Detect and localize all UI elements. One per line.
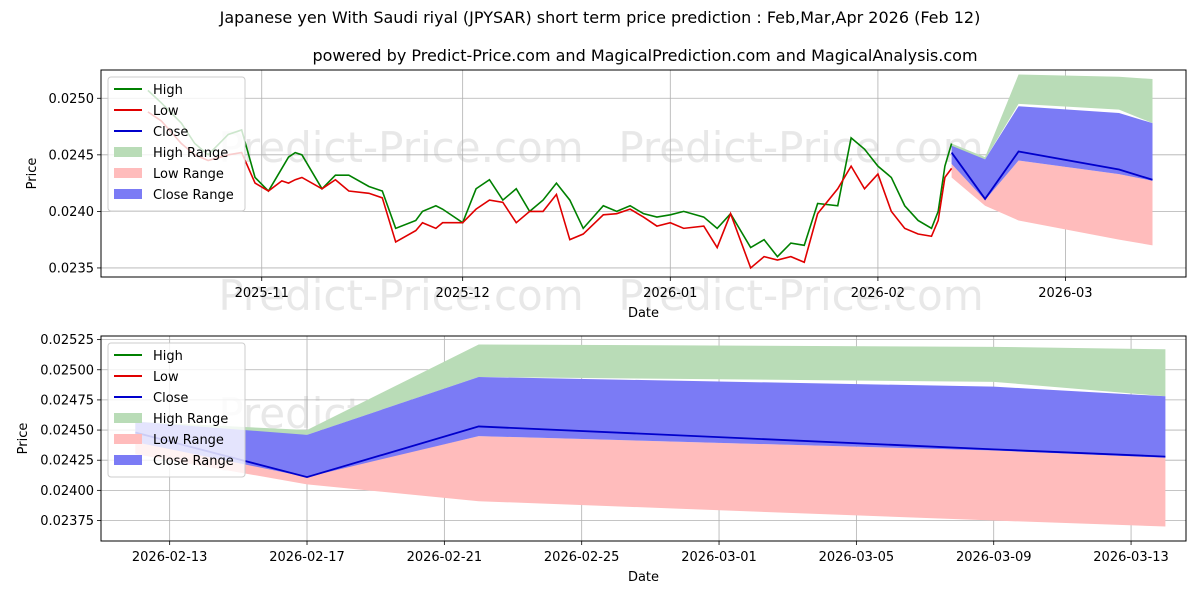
y-tick-label: 0.02425 — [40, 454, 94, 469]
legend-label: Close Range — [153, 188, 234, 203]
legend-box — [107, 342, 246, 478]
legend-label: High Range — [153, 412, 228, 427]
legend-label: High Range — [153, 146, 228, 161]
legend-box — [107, 76, 246, 212]
legend-label: Close Range — [153, 454, 234, 469]
x-tick-label: 2026-02-13 — [132, 550, 208, 565]
legend-swatch — [114, 189, 142, 199]
chart-subtitle: powered by Predict-Price.com and Magical… — [312, 46, 978, 65]
watermark-text: Predict-Price.com — [618, 123, 983, 172]
x-tick-label: 2025-12 — [436, 286, 490, 301]
y-tick-label: 0.0250 — [49, 92, 95, 107]
legend-swatch — [114, 434, 142, 444]
y-axis-label: Price — [16, 423, 31, 455]
y-tick-label: 0.02475 — [40, 393, 94, 408]
low-range-band — [135, 436, 1166, 527]
close-series-line — [950, 150, 1153, 201]
legend-swatch — [114, 455, 142, 465]
legend-label: High — [153, 349, 183, 364]
x-tick-label: 2026-03-01 — [681, 550, 757, 565]
low-range-band — [951, 157, 1153, 246]
x-tick-label: 2026-02-17 — [269, 550, 345, 565]
watermark-text: Predict-Price.com — [618, 271, 983, 320]
chart-title: Japanese yen With Saudi riyal (JPYSAR) s… — [219, 8, 981, 27]
plot-frame — [100, 335, 1187, 542]
legend-label: High — [153, 83, 183, 98]
x-tick-label: 2026-03-05 — [819, 550, 895, 565]
x-tick-label: 2026-02-25 — [544, 550, 620, 565]
legend-swatch — [114, 168, 142, 178]
x-tick-label: 2026-03 — [1038, 286, 1092, 301]
x-tick-label: 2025-11 — [235, 286, 289, 301]
watermark-text: Predict-Price.com — [218, 271, 583, 320]
x-tick-label: 2026-02 — [851, 286, 905, 301]
y-tick-label: 0.0240 — [49, 205, 95, 220]
y-tick-label: 0.02450 — [40, 424, 94, 439]
x-tick-label: 2026-01 — [643, 286, 697, 301]
y-axis-label: Price — [25, 158, 40, 190]
y-tick-label: 0.02375 — [40, 514, 94, 529]
plot-frame — [100, 69, 1187, 278]
low-series-line — [147, 111, 953, 270]
y-tick-label: 0.02500 — [40, 363, 94, 378]
high-range-band — [135, 344, 1166, 437]
y-tick-label: 0.0235 — [49, 261, 95, 276]
legend-label: Close — [153, 391, 188, 406]
x-tick-label: 2026-03-09 — [956, 550, 1032, 565]
y-tick-label: 0.0245 — [49, 148, 95, 163]
plot-panel-2: Predict-Price.comPredict-Price.comPredic… — [16, 333, 1187, 585]
legend-swatch — [114, 147, 142, 157]
legend-swatch — [114, 413, 142, 423]
legend-label: Low — [153, 370, 179, 385]
watermark-text: Predict-Price.com — [218, 123, 583, 172]
legend-label: Low — [153, 104, 179, 119]
x-axis-label: Date — [628, 570, 659, 585]
legend-label: Low Range — [153, 433, 224, 448]
x-axis-label: Date — [628, 306, 659, 321]
legend-label: Close — [153, 125, 188, 140]
x-tick-label: 2026-03-13 — [1093, 550, 1169, 565]
high-range-band — [951, 74, 1153, 160]
high-series-line — [147, 89, 953, 258]
close-series-line — [135, 425, 1166, 479]
y-tick-label: 0.02400 — [40, 484, 94, 499]
x-tick-label: 2026-02-21 — [407, 550, 483, 565]
legend-label: Low Range — [153, 167, 224, 182]
y-tick-label: 0.02525 — [40, 333, 94, 348]
plot-panel-1: Predict-Price.com Predict-Price.com Predic… — [25, 69, 1187, 321]
